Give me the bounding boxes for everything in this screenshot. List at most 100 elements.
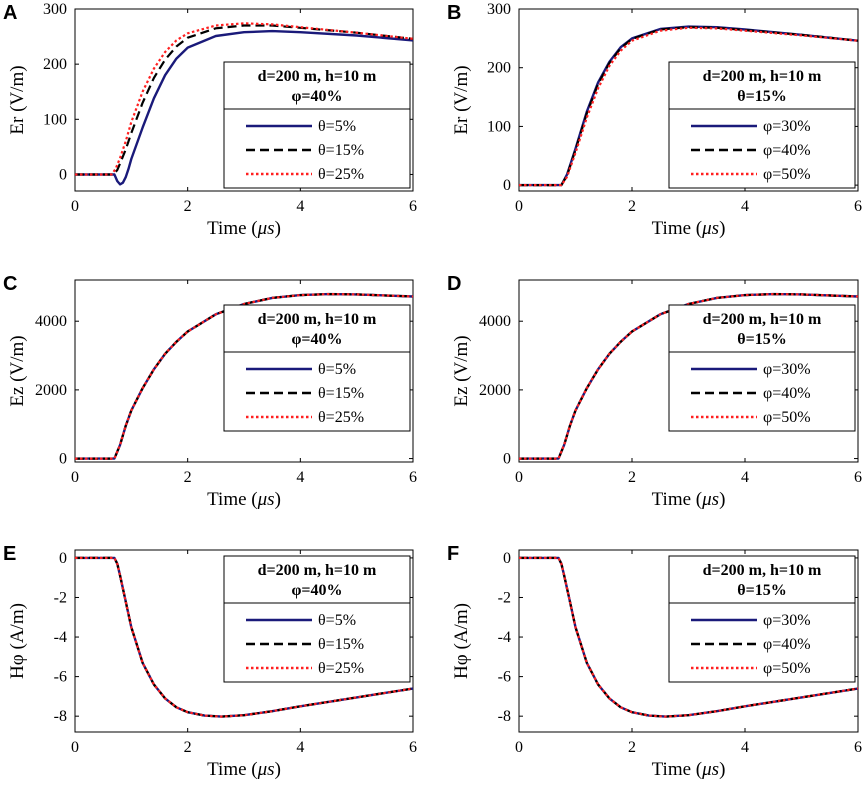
x-axis-label: Time (μs) — [207, 489, 281, 510]
x-tick-label: 4 — [741, 469, 749, 486]
y-axis-label: Hφ (A/m) — [7, 603, 28, 679]
x-tick-label: 0 — [71, 469, 79, 486]
panel-label: B — [447, 2, 461, 24]
y-tick-label: -8 — [498, 708, 511, 725]
x-tick-label: 2 — [184, 739, 192, 756]
x-tick-label: 2 — [628, 198, 636, 215]
legend-title-line1: d=200 m, h=10 m — [703, 311, 822, 328]
x-tick-label: 0 — [515, 739, 523, 756]
x-tick-label: 0 — [71, 198, 79, 215]
y-tick-label: -4 — [54, 629, 67, 646]
legend-title-line2: θ=15% — [737, 331, 786, 348]
x-tick-label: 6 — [854, 469, 862, 486]
x-tick-label: 4 — [741, 739, 749, 756]
legend-entry-1: θ=5% — [318, 361, 356, 378]
legend: d=200 m, h=10 m θ=15% φ=30% φ=40% φ=50% — [668, 304, 856, 432]
series-line-2 — [75, 24, 413, 176]
panel-e: 0 2 4 6 0 -2 -4 -6 -8 Time (μs) Hφ (A/m) Ed=200 m, … — [3, 543, 417, 780]
series-line-3 — [75, 293, 413, 460]
x-tick-label: 6 — [854, 198, 862, 215]
y-tick-label: 2000 — [35, 382, 67, 399]
legend-title-line2: φ=40% — [291, 582, 342, 599]
y-tick-label: 300 — [487, 1, 511, 18]
legend-entry-3: θ=25% — [318, 166, 364, 183]
y-tick-label: 200 — [487, 60, 511, 77]
series-line-3 — [519, 26, 858, 187]
y-tick-label: 200 — [43, 56, 67, 73]
x-axis-label-unit: μs — [701, 218, 719, 239]
x-axis-label: Time (μs) — [207, 218, 281, 239]
y-tick-label: 100 — [487, 118, 511, 135]
legend-entry-3: θ=25% — [318, 660, 364, 677]
x-tick-label: 2 — [628, 739, 636, 756]
legend: d=200 m, h=10 m φ=40% θ=5% θ=15% θ=25% — [223, 304, 411, 432]
x-axis-label-pre: Time ( — [207, 759, 258, 780]
x-tick-label: 4 — [296, 469, 304, 486]
panel-c: 0 2 4 6 0 2000 4000 Time (μs) Ez (V/m) Cd=200 m, … — [3, 273, 417, 510]
x-axis-label-unit: μs — [257, 489, 275, 510]
x-tick-label: 0 — [71, 739, 79, 756]
legend-entry-2: φ=40% — [763, 636, 811, 653]
x-tick-label: 6 — [409, 198, 417, 215]
series-line-3 — [75, 556, 413, 718]
legend-entry-2: θ=15% — [318, 142, 364, 159]
legend-entry-3: φ=50% — [763, 166, 811, 183]
legend-title-line2: θ=15% — [737, 582, 786, 599]
legend-title-line2: φ=40% — [291, 88, 342, 105]
panel-label: F — [447, 543, 459, 565]
y-axis-label: Ez (V/m) — [451, 335, 472, 406]
series-line-3 — [519, 556, 858, 718]
x-tick-label: 6 — [409, 469, 417, 486]
x-axis-label-unit: μs — [701, 759, 719, 780]
panel-d: 0 2 4 6 0 2000 4000 Time (μs) Ez (V/m) Dd=200 m, … — [447, 273, 862, 510]
y-tick-label: 2000 — [479, 382, 511, 399]
x-axis-label-pre: Time ( — [652, 218, 703, 239]
legend: d=200 m, h=10 m φ=40% θ=5% θ=15% θ=25% — [223, 555, 411, 683]
x-tick-label: 4 — [296, 198, 304, 215]
y-tick-label: 300 — [43, 1, 67, 18]
legend-title-line1: d=200 m, h=10 m — [258, 562, 377, 579]
y-tick-label: 0 — [503, 177, 511, 194]
panel-a: 0 2 4 6 0 100 200 300 Time (μs) Er (V/m) Ad=200 m,… — [3, 1, 417, 239]
panel-f: 0 2 4 6 0 -2 -4 -6 -8 Time (μs) Hφ (A/m) Fd=200 m, … — [447, 543, 862, 780]
legend-title-line2: φ=40% — [291, 331, 342, 348]
legend-entry-2: φ=40% — [763, 142, 811, 159]
legend-title-line2: θ=15% — [737, 88, 786, 105]
x-tick-label: 2 — [184, 198, 192, 215]
legend-entry-1: θ=5% — [318, 118, 356, 135]
legend-entry-2: φ=40% — [763, 385, 811, 402]
x-tick-label: 2 — [628, 469, 636, 486]
legend: d=200 m, h=10 m θ=15% φ=30% φ=40% φ=50% — [668, 61, 856, 189]
x-tick-label: 6 — [854, 739, 862, 756]
x-axis-label-pre: Time ( — [652, 489, 703, 510]
y-tick-label: 0 — [503, 451, 511, 468]
series-line-2 — [75, 293, 413, 460]
y-tick-label: -2 — [498, 589, 511, 606]
legend: d=200 m, h=10 m θ=15% φ=30% φ=40% φ=50% — [668, 555, 856, 683]
y-tick-label: -4 — [498, 629, 511, 646]
y-tick-label: -6 — [54, 669, 67, 686]
legend: d=200 m, h=10 m φ=40% θ=5% θ=15% θ=25% — [223, 61, 411, 189]
legend-title-line1: d=200 m, h=10 m — [258, 311, 377, 328]
y-axis-label: Ez (V/m) — [7, 335, 28, 406]
y-tick-label: 0 — [59, 166, 67, 183]
y-tick-label: 4000 — [479, 313, 511, 330]
x-axis-label-unit: μs — [701, 489, 719, 510]
legend-entry-1: θ=5% — [318, 612, 356, 629]
x-axis-label-post: ) — [275, 759, 281, 780]
y-tick-label: 0 — [59, 451, 67, 468]
x-axis-label-post: ) — [275, 489, 281, 510]
x-tick-label: 6 — [409, 739, 417, 756]
x-tick-label: 4 — [296, 739, 304, 756]
legend-entry-2: θ=15% — [318, 385, 364, 402]
series-line-3 — [75, 22, 413, 176]
x-axis-label-post: ) — [719, 218, 725, 239]
x-tick-label: 0 — [515, 469, 523, 486]
legend-entry-1: φ=30% — [763, 612, 811, 629]
y-tick-label: 4000 — [35, 313, 67, 330]
x-tick-label: 2 — [184, 469, 192, 486]
legend-title-line1: d=200 m, h=10 m — [703, 562, 822, 579]
panel-label: C — [3, 273, 17, 295]
x-axis-label-post: ) — [719, 489, 725, 510]
